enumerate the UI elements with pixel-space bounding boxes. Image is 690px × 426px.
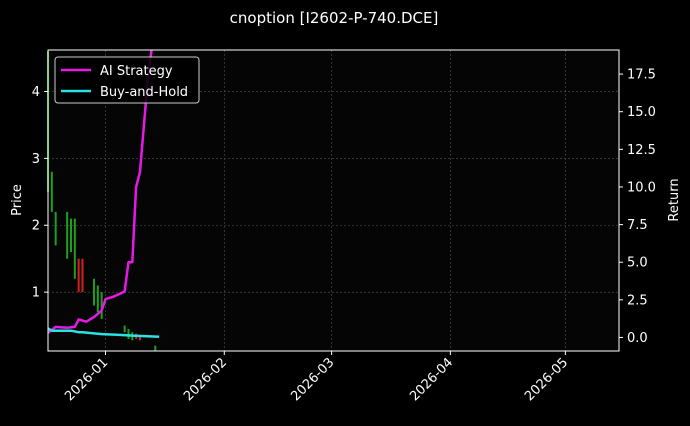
y-axis-right-label: Return <box>667 178 682 221</box>
candlestick-bar <box>123 325 126 333</box>
y-tick-label-left: 2 <box>32 219 40 234</box>
legend-label-ai-strategy: AI Strategy <box>100 64 173 79</box>
chart-title: cnoption [I2602-P-740.DCE] <box>230 9 439 27</box>
candlestick-bar <box>81 258 84 293</box>
candlestick-bar <box>77 258 80 293</box>
candlestick-bar <box>100 292 103 319</box>
series-line-ai-strategy <box>47 49 153 334</box>
series-lines <box>47 49 160 338</box>
y-axis-left: 1 2 3 4 <box>32 85 48 301</box>
candlestick-bar <box>50 171 53 212</box>
y-tick-label-right: 7.5 <box>627 218 648 233</box>
y-axis-left-label: Price <box>10 184 25 216</box>
grid <box>48 50 619 351</box>
candlestick-bar <box>127 328 130 339</box>
candlestick-bar <box>69 218 72 253</box>
y-tick-label-right: 17.5 <box>627 68 656 83</box>
candlestick-bar <box>73 218 76 279</box>
candlestick-bar <box>154 345 157 351</box>
y-tick-label-right: 10.0 <box>627 180 656 195</box>
y-axis-right: 0.0 2.5 5.0 7.5 10.0 12.5 15.0 17.5 <box>619 68 656 346</box>
y-tick-label-right: 2.5 <box>627 293 648 308</box>
y-tick-label-left: 3 <box>32 152 40 167</box>
y-tick-label-right: 0.0 <box>627 331 648 346</box>
plot-frame <box>47 49 620 352</box>
candlestick-bar <box>66 211 69 259</box>
candlestick-bar <box>96 285 99 313</box>
y-tick-label-left: 1 <box>32 286 40 301</box>
y-tick-label-right: 5.0 <box>627 256 648 271</box>
candlestick-bar <box>54 211 57 246</box>
y-tick-label-right: 15.0 <box>627 105 656 120</box>
y-tick-label-left: 4 <box>32 85 40 100</box>
candlestick-bar <box>92 278 95 306</box>
legend-label-buy-and-hold: Buy-and-Hold <box>100 85 188 100</box>
legend: AI Strategy Buy-and-Hold <box>54 56 200 104</box>
series-line-buy-and-hold <box>47 327 160 338</box>
candlestick-bar <box>138 335 141 341</box>
y-tick-label-right: 12.5 <box>627 143 656 158</box>
